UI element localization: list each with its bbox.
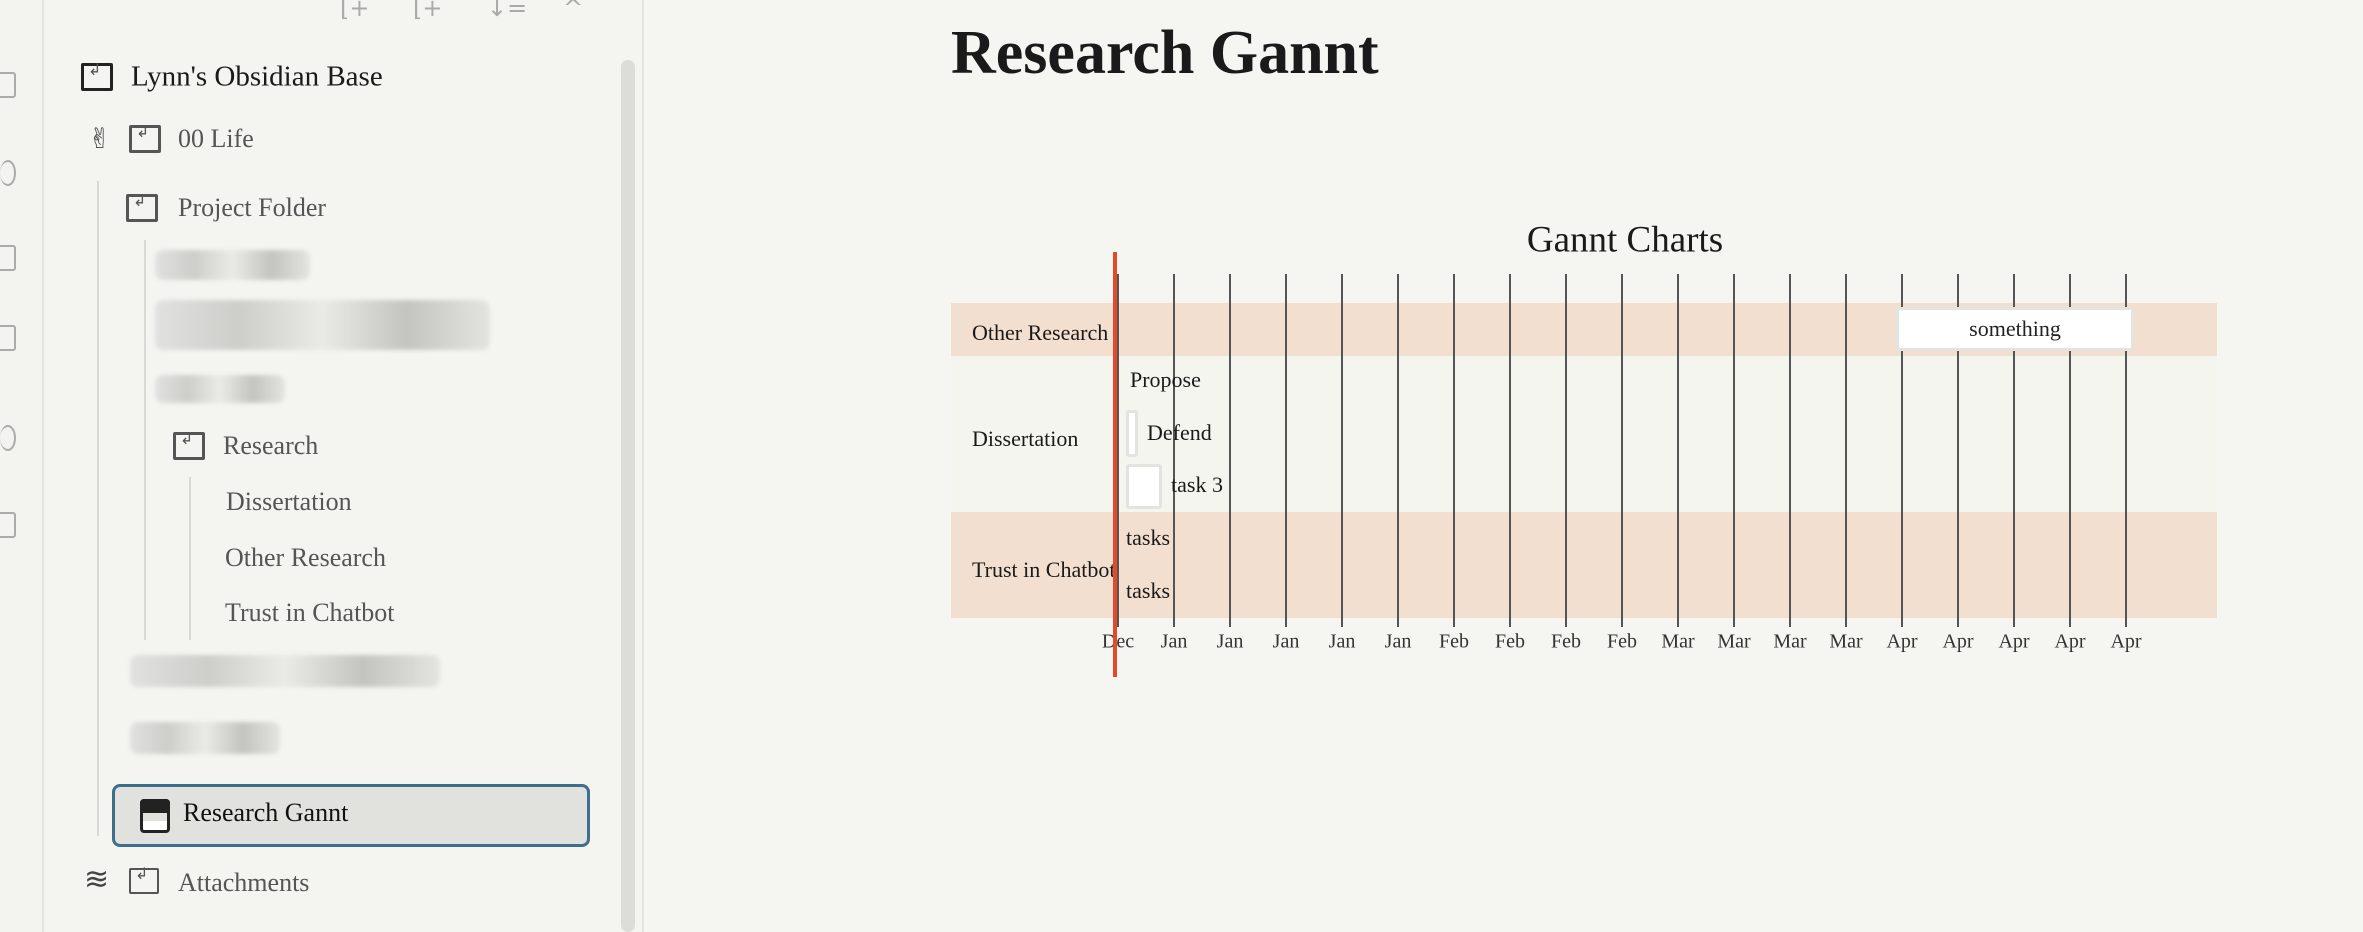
gridline bbox=[1733, 274, 1735, 627]
folder-icon bbox=[129, 864, 159, 894]
task-bar-something[interactable]: something bbox=[1896, 307, 2134, 351]
x-tick-label: Jan bbox=[1328, 630, 1356, 653]
task-label-defend: Defend bbox=[1147, 420, 1212, 445]
sidebar-item-attachments[interactable]: Attachments bbox=[178, 868, 310, 897]
x-tick-label: Jan bbox=[1160, 630, 1188, 653]
gridline bbox=[1173, 274, 1175, 627]
calendar-icon[interactable] bbox=[0, 72, 16, 98]
x-tick-label: Jan bbox=[1216, 630, 1244, 653]
gridline bbox=[2125, 274, 2127, 627]
sort-icon[interactable]: ↓= bbox=[487, 0, 528, 22]
task-label-propose: Propose bbox=[1130, 367, 1201, 392]
sidebar-item-trust-in-chatbot[interactable]: Trust in Chatbot bbox=[225, 598, 395, 627]
gridline bbox=[1621, 274, 1623, 627]
gridline bbox=[1677, 274, 1679, 627]
sidebar-item-label: Research Gannt bbox=[183, 798, 349, 827]
x-tick-label: Apr bbox=[2110, 630, 2142, 653]
gridline bbox=[1341, 274, 1343, 627]
stack-icon: ≋ bbox=[84, 862, 110, 897]
x-tick-label: Feb bbox=[1607, 630, 1637, 653]
task-label-tasks: tasks bbox=[1126, 525, 1170, 550]
x-tick-label: Mar bbox=[1773, 630, 1807, 653]
send-icon[interactable] bbox=[0, 245, 16, 271]
x-tick-label: Apr bbox=[2054, 630, 2086, 653]
gridline bbox=[1957, 274, 1959, 627]
sidebar-item-project-folder[interactable]: Project Folder bbox=[178, 193, 327, 222]
gantt-file-icon bbox=[140, 799, 170, 833]
gridline bbox=[1901, 274, 1903, 627]
sidebar-item-dissertation[interactable]: Dissertation bbox=[226, 487, 352, 516]
x-tick-label: Apr bbox=[1998, 630, 2030, 653]
folder-icon bbox=[129, 122, 161, 153]
vault-folder-icon bbox=[81, 60, 113, 91]
gridline bbox=[1397, 274, 1399, 627]
vault-name[interactable]: Lynn's Obsidian Base bbox=[131, 60, 383, 93]
sidebar-item-other-research[interactable]: Other Research bbox=[225, 543, 386, 572]
x-tick-label: Mar bbox=[1717, 630, 1751, 653]
x-tick-label: Feb bbox=[1551, 630, 1581, 653]
new-note-icon[interactable]: ⌊+ bbox=[340, 0, 370, 22]
gridline bbox=[2069, 274, 2071, 627]
folder-icon bbox=[126, 191, 158, 222]
gridline bbox=[1509, 274, 1511, 627]
x-tick-label: Mar bbox=[1661, 630, 1695, 653]
sidebar-item-research[interactable]: Research bbox=[223, 431, 319, 460]
wordpress-icon[interactable] bbox=[0, 425, 16, 451]
redacted-item bbox=[130, 655, 440, 687]
settings-icon[interactable] bbox=[0, 160, 16, 186]
calendar-icon[interactable] bbox=[0, 512, 16, 538]
task-label-tasks: tasks bbox=[1126, 578, 1170, 603]
x-tick-label: Apr bbox=[1886, 630, 1918, 653]
task-label-task-3: task 3 bbox=[1171, 472, 1223, 497]
peace-hand-icon: ✌ bbox=[88, 122, 112, 155]
search-icon[interactable] bbox=[0, 325, 16, 351]
page-title: Research Gannt bbox=[951, 19, 1379, 87]
x-tick-label: Mar bbox=[1829, 630, 1863, 653]
tree-guide bbox=[97, 181, 99, 836]
new-folder-icon[interactable]: ⌊+ bbox=[413, 0, 443, 22]
gridline bbox=[1285, 274, 1287, 627]
folder-icon bbox=[173, 429, 205, 460]
ribbon bbox=[0, 0, 44, 932]
gridline bbox=[1789, 274, 1791, 627]
x-tick-label: Feb bbox=[1439, 630, 1469, 653]
task-bar-task-3[interactable] bbox=[1126, 464, 1162, 509]
redacted-item bbox=[155, 375, 285, 403]
sidebar-item-life[interactable]: 00 Life bbox=[178, 124, 254, 153]
redacted-item bbox=[130, 722, 280, 754]
today-marker-line bbox=[1113, 252, 1117, 677]
gridline bbox=[2013, 274, 2015, 627]
x-tick-label: Feb bbox=[1495, 630, 1525, 653]
gridline bbox=[1229, 274, 1231, 627]
collapse-icon[interactable]: ^ bbox=[563, 0, 584, 22]
sidebar-item-research-gannt[interactable]: Research Gannt bbox=[112, 784, 590, 847]
sidebar-scrollbar[interactable] bbox=[621, 60, 635, 932]
x-tick-label: Jan bbox=[1272, 630, 1300, 653]
redacted-item bbox=[155, 250, 310, 280]
x-tick-label: Dec bbox=[1101, 630, 1135, 653]
section-band-dissertation bbox=[951, 356, 2217, 512]
section-label: Dissertation bbox=[972, 426, 1079, 451]
section-label: Trust in Chatbot bbox=[972, 557, 1116, 582]
gridline bbox=[1117, 274, 1119, 627]
tree-guide bbox=[144, 240, 146, 640]
tree-guide bbox=[189, 477, 191, 640]
task-bar-defend[interactable] bbox=[1126, 410, 1138, 457]
redacted-item bbox=[155, 300, 490, 350]
x-tick-label: Apr bbox=[1942, 630, 1974, 653]
gridline bbox=[1845, 274, 1847, 627]
task-label: something bbox=[1969, 316, 2061, 341]
section-label: Other Research bbox=[972, 320, 1109, 345]
gridline bbox=[1565, 274, 1567, 627]
chart-title: Gannt Charts bbox=[1526, 219, 1724, 261]
section-band-trust-in-chatbot bbox=[951, 512, 2217, 618]
x-tick-label: Jan bbox=[1384, 630, 1412, 653]
gridline bbox=[1453, 274, 1455, 627]
